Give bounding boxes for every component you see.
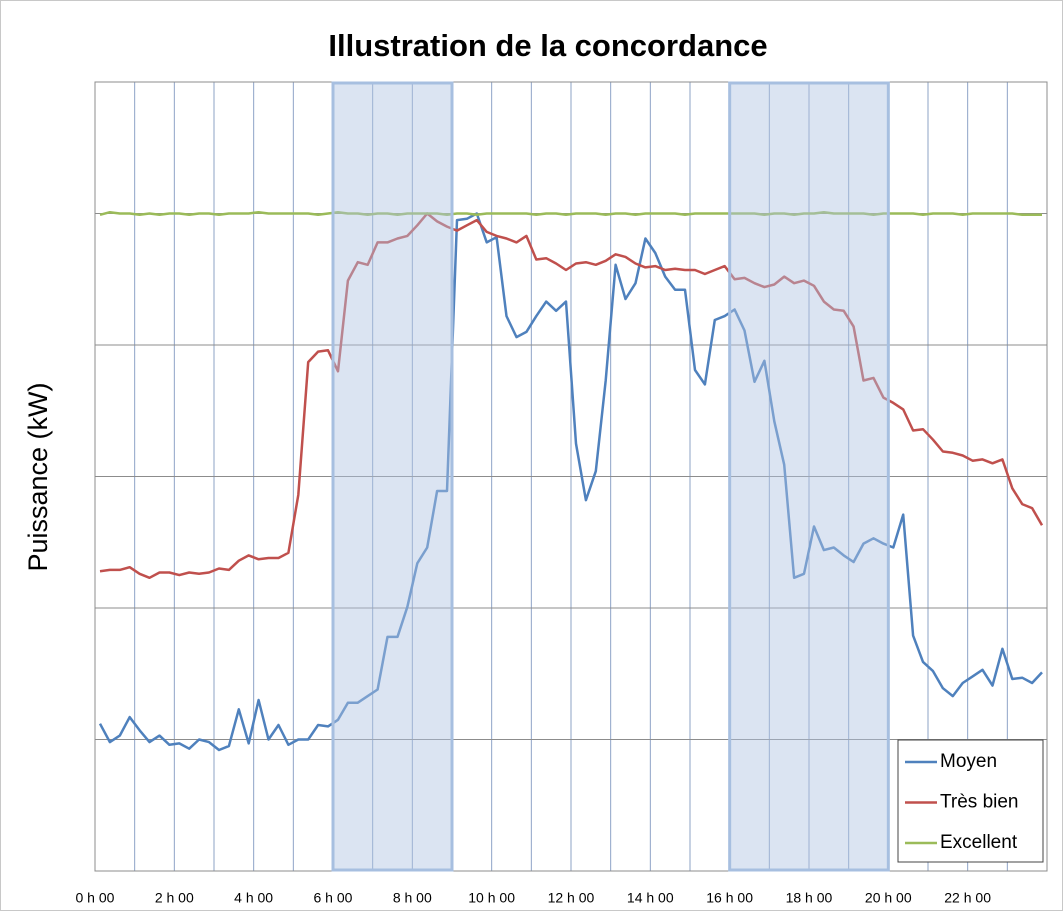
highlight-band	[331, 81, 454, 872]
x-tick-label: 22 h 00	[944, 890, 991, 906]
legend-label: Excellent	[940, 832, 1018, 853]
y-axis-title: Puissance (kW)	[23, 382, 53, 571]
x-tick-label: 14 h 00	[627, 890, 674, 906]
x-tick-label: 12 h 00	[548, 890, 595, 906]
x-tick-label: 10 h 00	[468, 890, 515, 906]
x-tick-label: 20 h 00	[865, 890, 912, 906]
x-tick-label: 16 h 00	[706, 890, 753, 906]
series-line	[99, 210, 1042, 217]
x-tick-label: 4 h 00	[234, 890, 273, 906]
series-line	[99, 212, 1044, 580]
legend-label: Très bien	[940, 792, 1019, 813]
x-tick-label: 0 h 00	[75, 890, 114, 906]
series-line	[98, 212, 1043, 752]
x-tick-label: 18 h 00	[786, 890, 833, 906]
x-tick-label: 2 h 00	[155, 890, 194, 906]
legend-label: Moyen	[940, 751, 997, 772]
chart-title: Illustration de la concordance	[328, 28, 767, 63]
legend-box	[897, 739, 1044, 863]
highlight-band	[728, 81, 890, 872]
x-tick-label: 6 h 00	[313, 890, 352, 906]
x-tick-label: 8 h 00	[393, 890, 432, 906]
